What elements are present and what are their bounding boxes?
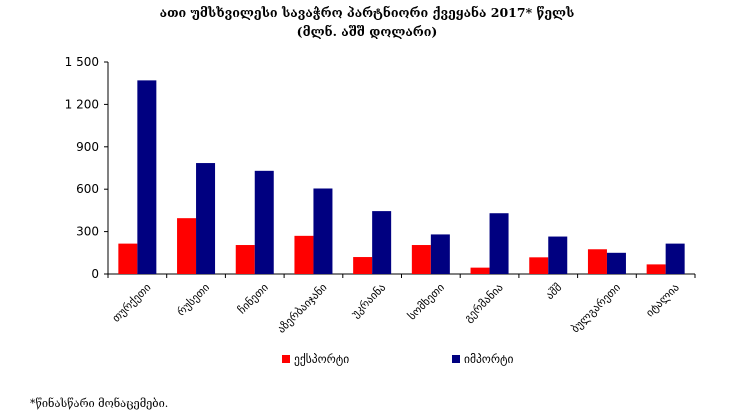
bar-import-10 xyxy=(665,243,685,274)
x-category-label: რუსეთი xyxy=(174,281,212,319)
legend-label-export: ექსპორტი xyxy=(294,352,349,366)
y-tick-label: 300 xyxy=(76,225,99,239)
bar-export-2 xyxy=(177,218,197,274)
bar-import-2 xyxy=(196,163,216,274)
bars xyxy=(118,80,685,274)
x-category-label: უკრაინა xyxy=(349,281,389,321)
bar-export-5 xyxy=(353,257,373,274)
bar-export-3 xyxy=(235,245,255,274)
footnote: *წინასწარი მონაცემები. xyxy=(30,397,168,410)
axes: 0 300 600 900 1 200 1 500 xyxy=(65,55,696,281)
chart-title: ათი უმსხვილესი სავაჭრო პარტნიორი ქვეყანა… xyxy=(160,5,575,20)
bar-import-6 xyxy=(430,234,450,274)
x-category-label: გერმანია xyxy=(462,281,506,325)
bar-export-9 xyxy=(587,249,607,274)
bar-export-6 xyxy=(411,245,431,274)
x-category-label: ბულგარეთი xyxy=(569,281,624,336)
y-tick-label: 900 xyxy=(76,140,99,154)
bar-import-4 xyxy=(313,188,333,274)
y-tick-label: 600 xyxy=(76,182,99,196)
y-tick-label: 1 200 xyxy=(65,97,99,111)
x-category-label: აშშ xyxy=(543,281,564,302)
x-category-label: თურქეთი xyxy=(110,281,154,325)
x-category-label: აზერბაიჯანი xyxy=(275,281,330,336)
bar-import-3 xyxy=(254,170,274,274)
legend-swatch-export xyxy=(282,355,290,363)
y-tick-label: 1 500 xyxy=(65,55,99,69)
bar-export-4 xyxy=(294,235,314,274)
bar-import-7 xyxy=(489,213,509,274)
x-category-label: იტალია xyxy=(643,281,682,320)
legend-swatch-import xyxy=(452,355,460,363)
bar-import-1 xyxy=(137,80,157,274)
legend: ექსპორტი იმპორტი xyxy=(282,352,514,366)
legend-label-import: იმპორტი xyxy=(464,352,514,366)
x-category-label: ჩინეთი xyxy=(235,281,271,317)
y-tick-label: 0 xyxy=(91,267,99,281)
x-category-label: სომხეთი xyxy=(405,281,447,323)
chart-subtitle: (მლნ. აშშ დოლარი) xyxy=(297,24,438,39)
bar-export-8 xyxy=(529,257,549,274)
bar-export-1 xyxy=(118,243,138,274)
bar-import-8 xyxy=(548,236,568,274)
bar-export-7 xyxy=(470,267,490,274)
bar-import-9 xyxy=(606,252,626,274)
bar-export-10 xyxy=(646,264,666,274)
category-labels: თურქეთი რუსეთი ჩინეთი აზერბაიჯანი უკრაინა სომ… xyxy=(110,281,682,336)
bar-import-5 xyxy=(372,211,392,274)
